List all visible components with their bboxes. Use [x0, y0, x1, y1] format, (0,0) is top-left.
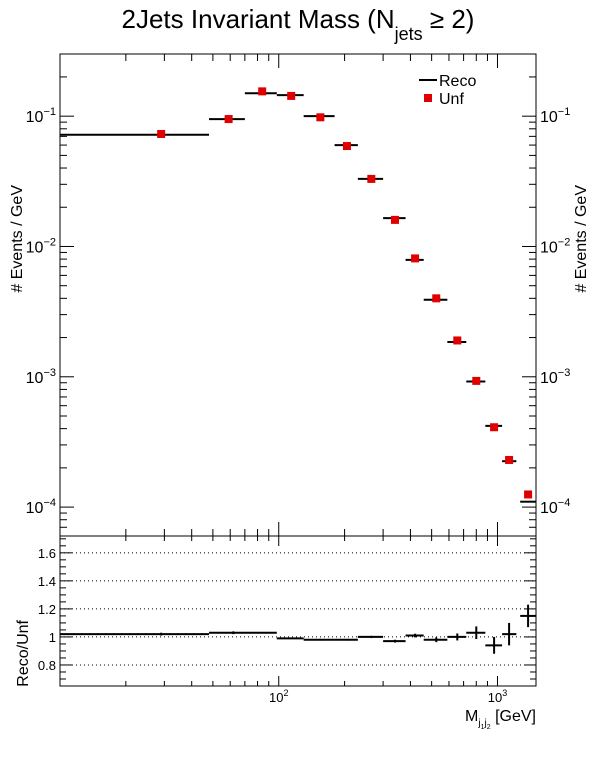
main-plot-frame [59, 53, 537, 537]
unf-point [367, 174, 376, 183]
x-axis-label-unit: [GeV] [491, 708, 536, 725]
chart-title-tail: ≥ 2) [423, 4, 475, 34]
ratio-point [485, 636, 503, 654]
ratio-y-tick-label: 1 [49, 630, 56, 645]
ratio-point [520, 604, 536, 628]
ratio-point [60, 632, 210, 636]
unf-series [157, 87, 533, 499]
unf-point [472, 376, 481, 385]
ratio-plot-frame [59, 535, 537, 687]
y-tick-label-left: 10−4 [26, 497, 56, 517]
ratio-point [383, 639, 406, 643]
legend-unf-label: Unf [439, 91, 464, 108]
legend-reco-label: Reco [439, 73, 476, 90]
x-axis-label-sub2: 1 [481, 724, 485, 731]
ratio-series [60, 604, 536, 654]
ratio-point [502, 622, 517, 646]
x-tick-labels: 102 103 [269, 688, 507, 705]
unf-point [287, 91, 296, 100]
ratio-y-tick-label: 1.4 [38, 574, 56, 589]
chart-title-sub: jets [394, 24, 423, 44]
legend-unf-swatch [424, 94, 432, 102]
ratio-point [405, 633, 424, 638]
x-axis-label-sub: j [477, 718, 480, 729]
unf-point [390, 215, 399, 224]
ratio-point [466, 626, 486, 640]
y-tick-label-left: 10−1 [26, 106, 56, 126]
y-tick-label-right: 10−4 [540, 497, 570, 517]
x-axis-label: Mj1j2 [GeV] [465, 708, 536, 731]
ratio-y-tick-label: 0.8 [38, 658, 56, 673]
unf-point [453, 336, 462, 345]
unf-point [505, 455, 514, 464]
x-axis-label-main: M [465, 708, 478, 725]
y-tick-label-left: 10−2 [26, 236, 56, 256]
ratio-point [447, 633, 467, 641]
y-tick-label-left: 10−3 [26, 367, 56, 387]
unf-point [224, 115, 233, 124]
x-tick-label: 102 [269, 688, 288, 705]
ratio-point [334, 638, 358, 641]
reco-series [60, 92, 536, 503]
unf-point [432, 294, 441, 303]
chart-title-main: 2Jets Invariant Mass (N [122, 4, 395, 34]
ratio-y-axis-label: Reco/Unf [15, 619, 32, 686]
unf-point [411, 254, 420, 263]
legend: Reco Unf [419, 73, 476, 108]
ratio-point [209, 631, 277, 635]
y-axis-label-right: # Events / GeV [573, 185, 590, 293]
unf-point [490, 423, 499, 432]
main-plot-y-tick-labels: 10−1 10−1 10−2 10−2 10−3 10−3 10−4 10−4 [26, 106, 571, 517]
y-tick-label-right: 10−3 [540, 367, 570, 387]
ratio-point [423, 637, 448, 643]
chart-title: 2Jets Invariant Mass (Njets ≥ 2) [122, 4, 475, 44]
ratio-point [276, 637, 304, 640]
main-plot-ticks [59, 54, 536, 537]
x-axis-label-sub3: j [484, 718, 487, 729]
ratio-y-tick-label: 1.2 [38, 602, 56, 617]
unf-point [316, 113, 325, 122]
y-tick-label-right: 10−2 [540, 236, 570, 256]
unf-point [258, 87, 267, 96]
ratio-point [357, 635, 384, 639]
ratio-y-tick-label: 1.6 [38, 546, 56, 561]
y-axis-label-left: # Events / GeV [9, 185, 26, 293]
y-tick-label-right: 10−1 [540, 106, 570, 126]
x-tick-label: 103 [488, 688, 507, 705]
unf-point [524, 490, 533, 499]
ratio-y-tick-labels: 0.8 1 1.2 1.4 1.6 [38, 546, 56, 673]
ratio-plot-ticks [59, 536, 536, 686]
unf-point [157, 129, 166, 138]
unf-point [342, 142, 351, 151]
ratio-point [303, 638, 335, 641]
x-axis-label-sub4: 2 [487, 724, 491, 731]
ratio-gridlines [60, 552, 536, 666]
